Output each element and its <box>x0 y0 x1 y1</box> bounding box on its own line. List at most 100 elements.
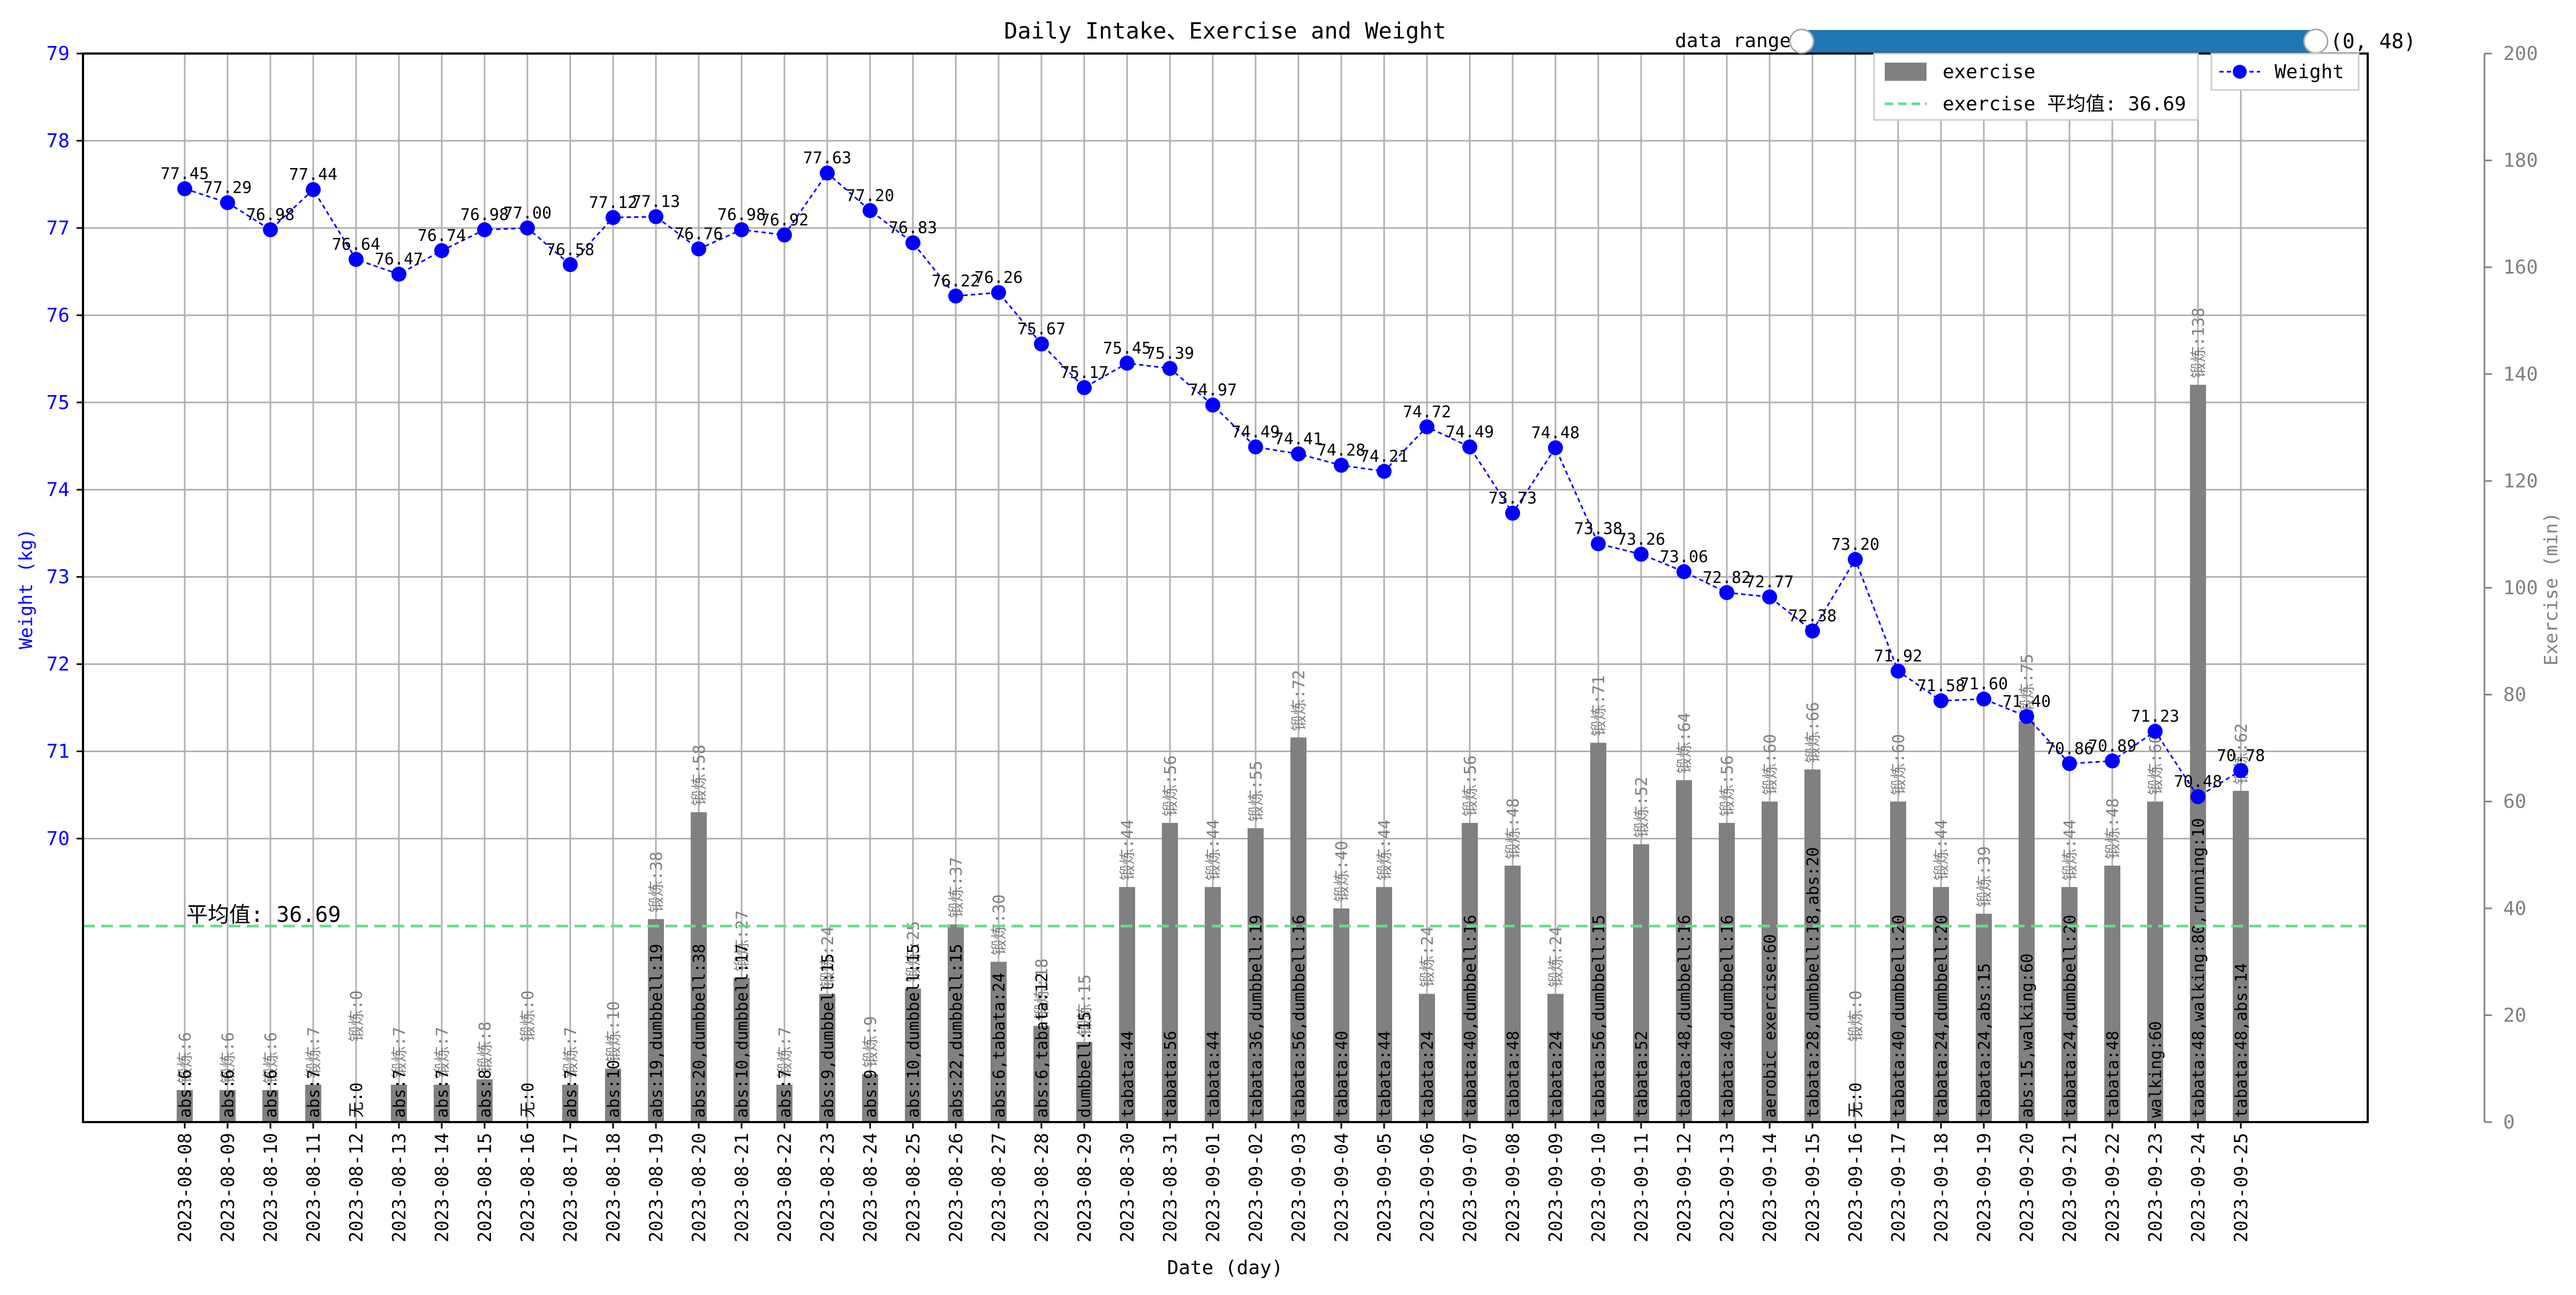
x-tick-label: 2023-09-03 <box>1288 1133 1310 1243</box>
weight-point-label: 71.40 <box>2003 692 2051 711</box>
weight-point <box>391 267 406 282</box>
exercise-top-label: 锻炼:56 <box>1718 755 1737 816</box>
weight-point-label: 77.00 <box>503 204 552 223</box>
exercise-bar <box>948 924 964 1122</box>
exercise-inner-label: tabata:48,abs:14 <box>2232 963 2251 1118</box>
y-axis-label-left: Weight (kg) <box>16 528 37 649</box>
exercise-top-label: 锻炼:0 <box>1847 990 1865 1042</box>
exercise-top-label: 锻炼:15 <box>1076 974 1094 1035</box>
x-tick-label: 2023-09-11 <box>1631 1133 1652 1243</box>
weight-point-label: 74.49 <box>1232 423 1280 442</box>
exercise-top-label: 锻炼:8 <box>476 1021 495 1073</box>
y-tick-label-right: 200 <box>2503 43 2538 65</box>
weight-point <box>1933 693 1948 709</box>
exercise-inner-label: tabata:56 <box>1161 1031 1180 1118</box>
weight-point <box>1248 439 1263 455</box>
weight-point <box>1034 336 1049 352</box>
exercise-inner-label: abs:7 <box>433 1070 452 1118</box>
exercise-bar <box>1633 844 1649 1122</box>
y-tick-label-left: 72 <box>47 654 70 676</box>
exercise-inner-label: tabata:40 <box>1333 1031 1351 1118</box>
x-tick-label: 2023-08-15 <box>474 1133 496 1243</box>
exercise-inner-label: abs:6,tabata:12 <box>1033 973 1052 1118</box>
exercise-bar <box>477 1079 493 1122</box>
weight-point <box>263 222 278 238</box>
exercise-top-label: 锻炼:55 <box>1247 761 1266 822</box>
x-tick-label: 2023-08-18 <box>603 1133 624 1243</box>
weight-point <box>2190 789 2205 805</box>
x-tick-label: 2023-09-14 <box>1759 1133 1781 1243</box>
y-tick-label-right: 120 <box>2503 470 2538 492</box>
weight-point <box>2148 724 2163 739</box>
exercise-inner-label: abs:10 <box>605 1060 623 1118</box>
weight-point <box>1762 589 1777 605</box>
exercise-inner-label: abs:6,tabata:24 <box>990 973 1009 1118</box>
weight-point <box>520 220 535 236</box>
x-tick-label: 2023-09-04 <box>1331 1133 1353 1243</box>
x-tick-label: 2023-08-19 <box>646 1133 667 1243</box>
exercise-inner-label: tabata:48 <box>2104 1031 2122 1118</box>
exercise-top-label: 锻炼:24 <box>1547 926 1566 987</box>
data-range-slider[interactable]: data range (0, 48) <box>1675 28 2416 54</box>
weight-point-label: 77.12 <box>589 193 637 212</box>
exercise-inner-label: tabata:56,dumbbell:16 <box>1290 915 1309 1118</box>
exercise-bar <box>1505 865 1521 1122</box>
weight-point-label: 76.26 <box>975 268 1023 287</box>
exercise-inner-label: tabata:24,abs:15 <box>1975 963 1994 1118</box>
y-tick-label-left: 79 <box>47 43 70 65</box>
exercise-bar <box>776 1085 792 1122</box>
exercise-top-label: 锻炼:64 <box>1675 713 1694 774</box>
exercise-top-label: 锻炼:38 <box>647 852 666 913</box>
exercise-inner-label: tabata:52 <box>1633 1031 1651 1118</box>
exercise-top-label: 锻炼:6 <box>219 1032 238 1084</box>
exercise-inner-label: 无:0 <box>348 1082 366 1118</box>
x-tick-label: 2023-09-06 <box>1417 1133 1438 1243</box>
weight-point <box>777 227 792 243</box>
exercise-top-label: 锻炼:9 <box>862 1016 880 1067</box>
exercise-top-label: 锻炼:10 <box>605 1001 623 1062</box>
slider-track[interactable] <box>1802 30 2316 52</box>
mean-line-label: 平均值: 36.69 <box>186 903 341 927</box>
exercise-top-label: 锻炼:25 <box>904 921 923 982</box>
weight-point-label: 74.28 <box>1317 441 1365 460</box>
x-tick-label: 2023-09-09 <box>1545 1133 1567 1243</box>
weight-point <box>905 235 920 251</box>
exercise-inner-label: tabata:24,dumbbell:20 <box>2061 915 2080 1118</box>
exercise-top-label: 锻炼:44 <box>1932 820 1951 881</box>
exercise-top-label: 锻炼:7 <box>433 1027 452 1078</box>
exercise-inner-label: tabata:48,walking:80,running:10 <box>2189 818 2208 1118</box>
exercise-top-label: 锻炼:37 <box>947 857 966 918</box>
weight-point-label: 71.23 <box>2131 707 2179 726</box>
exercise-inner-label: dumbbell:15 <box>1076 1011 1094 1118</box>
exercise-bar <box>434 1085 450 1122</box>
exercise-top-label: 锻炼:7 <box>390 1027 409 1078</box>
weight-point-label: 77.45 <box>161 165 209 184</box>
exercise-top-label: 锻炼:39 <box>1975 846 1994 907</box>
slider-handle-min[interactable] <box>1789 28 1815 54</box>
exercise-bar <box>819 994 835 1122</box>
x-tick-label: 2023-08-13 <box>389 1133 410 1243</box>
x-tick-label: 2023-09-21 <box>2059 1133 2081 1243</box>
legend-swatch-exercise <box>1885 63 1927 81</box>
weight-point-label: 70.48 <box>2174 773 2222 791</box>
weight-point <box>2105 753 2120 769</box>
exercise-inner-label: abs:19,dumbbell:19 <box>647 944 666 1118</box>
y-tick-label-right: 80 <box>2503 684 2526 706</box>
exercise-bar <box>1033 1026 1049 1122</box>
slider-handle-max[interactable] <box>2303 28 2329 54</box>
x-tick-label: 2023-08-09 <box>217 1133 239 1243</box>
weight-point-label: 75.39 <box>1146 344 1194 363</box>
weight-point <box>563 257 578 272</box>
x-axis-label: Date (day) <box>1167 1257 1283 1279</box>
y-tick-label-left: 76 <box>47 305 70 327</box>
x-tick-label: 2023-08-14 <box>432 1133 453 1243</box>
legend-exercise: exercise exercise 平均值: 36.69 <box>1873 52 2199 121</box>
exercise-bar <box>734 978 750 1122</box>
axes: 2023-08-08 2023-08-09 2023-08-10 2023-08-11… <box>47 43 2538 1243</box>
exercise-inner-label: abs:20,dumbbell:38 <box>690 944 709 1118</box>
exercise-top-label: 锻炼:0 <box>519 990 538 1042</box>
exercise-bar <box>905 988 921 1122</box>
weight-point-label: 76.64 <box>332 236 380 254</box>
weight-point <box>1591 536 1606 551</box>
